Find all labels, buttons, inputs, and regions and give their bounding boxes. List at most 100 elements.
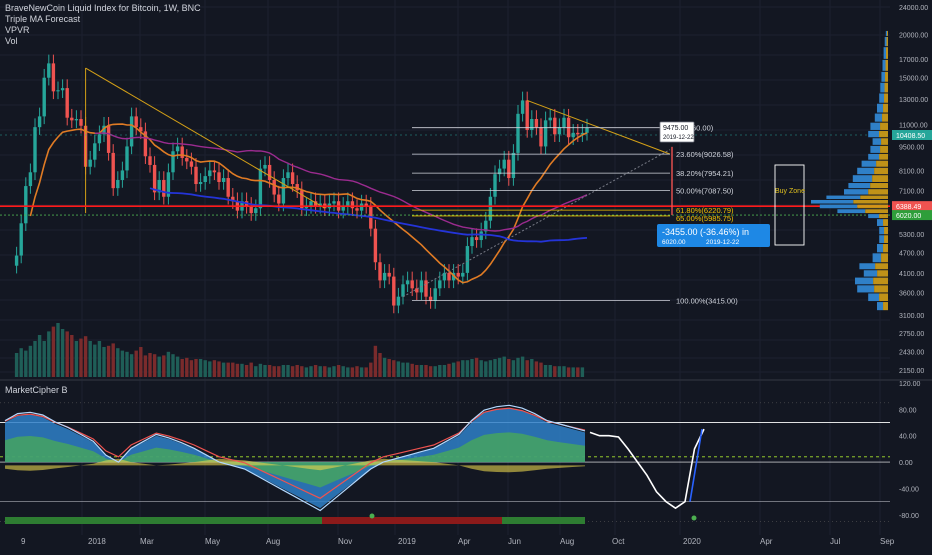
fib-label: 61.80%(6220.79) bbox=[676, 206, 734, 215]
candle-body bbox=[47, 63, 51, 78]
candle-body bbox=[410, 280, 414, 289]
candle bbox=[152, 156, 157, 201]
wave-area-green bbox=[5, 432, 585, 488]
volume-bar bbox=[396, 361, 401, 377]
volume-bar bbox=[562, 366, 566, 377]
candle-body bbox=[157, 180, 161, 193]
candle bbox=[42, 68, 46, 125]
volume-bar bbox=[139, 347, 143, 377]
vpvr-bar-up bbox=[877, 244, 884, 253]
vpvr-bar-down bbox=[874, 285, 888, 293]
osc-tick-label: 40.00 bbox=[899, 434, 917, 441]
vpvr-bar-up bbox=[863, 270, 878, 277]
vpvr-bar-up bbox=[877, 302, 884, 311]
price-callout-date: 2019-12-22 bbox=[663, 135, 694, 141]
candle bbox=[171, 142, 175, 181]
vpvr-bar-up bbox=[868, 214, 880, 219]
volume-bar bbox=[217, 361, 221, 377]
oscillator-title[interactable]: MarketCipher B bbox=[5, 385, 68, 395]
price-tick-label: 13000.00 bbox=[899, 97, 928, 104]
candle bbox=[433, 279, 437, 309]
volume-bar bbox=[553, 366, 557, 377]
candle-body bbox=[148, 156, 152, 165]
candle-body bbox=[203, 176, 207, 183]
candle-body bbox=[346, 201, 350, 206]
chart-title[interactable]: BraveNewCoin Liquid Index for Bitcoin, 1… bbox=[5, 3, 201, 13]
vpvr-bar-up bbox=[872, 253, 882, 263]
candle bbox=[530, 110, 534, 138]
volume-bar bbox=[465, 360, 470, 377]
volume-bar bbox=[51, 326, 56, 377]
candle-body bbox=[424, 280, 428, 297]
candle bbox=[465, 237, 470, 281]
vpvr-bar-down bbox=[879, 130, 888, 138]
volume-bar bbox=[373, 345, 378, 377]
candle-body bbox=[171, 151, 175, 173]
volume-bar bbox=[511, 360, 516, 377]
vpvr-bar-down bbox=[857, 204, 888, 209]
vpvr-bar-up bbox=[877, 219, 884, 226]
candle bbox=[525, 91, 529, 138]
candle bbox=[405, 271, 410, 293]
candle bbox=[180, 137, 184, 166]
candle-body bbox=[378, 262, 382, 281]
indicator-vpvr[interactable]: VPVR bbox=[5, 25, 30, 35]
candle bbox=[562, 108, 566, 135]
candle bbox=[557, 118, 562, 142]
candle-body bbox=[465, 246, 470, 273]
candle bbox=[134, 107, 138, 135]
volume-bar bbox=[125, 351, 129, 377]
volume-bar bbox=[221, 362, 226, 377]
candle bbox=[364, 194, 368, 214]
candle bbox=[198, 173, 203, 192]
candle-body bbox=[221, 178, 226, 183]
price-tick-label: 8100.00 bbox=[899, 168, 924, 175]
price-tick-label: 11000.00 bbox=[899, 122, 928, 129]
volume-bar bbox=[438, 365, 442, 377]
vpvr-bar-down bbox=[875, 263, 888, 270]
candle-body bbox=[120, 170, 125, 181]
candle-body bbox=[502, 159, 506, 169]
volume-bar bbox=[346, 367, 350, 377]
candle bbox=[392, 267, 396, 314]
volume-bar bbox=[258, 363, 263, 377]
momentum-strip-red bbox=[322, 517, 502, 524]
time-tick-label: 2020 bbox=[683, 537, 701, 546]
volume-bar bbox=[111, 343, 115, 377]
price-tick-label: 2750.00 bbox=[899, 331, 924, 338]
indicator-triple-ma[interactable]: Triple MA Forecast bbox=[5, 14, 81, 24]
time-tick-label: Mar bbox=[140, 537, 154, 546]
measure-box-bg bbox=[657, 224, 770, 247]
volume-bar bbox=[102, 347, 106, 377]
trendline-recent bbox=[527, 99, 671, 155]
volume-bar bbox=[378, 353, 382, 377]
osc-tick-label: 120.00 bbox=[899, 381, 921, 388]
volume-bar bbox=[56, 323, 60, 377]
candle-body bbox=[198, 182, 203, 185]
candle bbox=[116, 171, 120, 196]
candle bbox=[111, 144, 115, 196]
vpvr-bar-down bbox=[879, 293, 888, 302]
volume-bar bbox=[249, 362, 253, 377]
candle-body bbox=[548, 117, 552, 121]
candle bbox=[346, 192, 350, 214]
vpvr-bar-up bbox=[885, 30, 888, 36]
price-tick-label: 2150.00 bbox=[899, 368, 924, 375]
vpvr-bar-down bbox=[870, 183, 888, 189]
time-tick-label: May bbox=[205, 537, 220, 546]
vpvr-bar-up bbox=[882, 59, 886, 71]
vpvr-bar-down bbox=[876, 160, 888, 167]
volume-bar bbox=[60, 329, 65, 377]
volume-bar bbox=[180, 359, 184, 377]
volume-bar bbox=[355, 366, 359, 377]
candle bbox=[502, 150, 506, 177]
candle-body bbox=[350, 201, 355, 209]
indicator-vol[interactable]: Vol bbox=[5, 36, 18, 46]
oscillator-pane: 120.00 80.00 40.00 0.00 -40.00 -80.00 bbox=[0, 381, 921, 524]
time-tick-label: Nov bbox=[338, 537, 352, 546]
time-tick-label: Apr bbox=[458, 537, 471, 546]
candle-body bbox=[185, 157, 189, 162]
volume-bar bbox=[539, 362, 543, 377]
